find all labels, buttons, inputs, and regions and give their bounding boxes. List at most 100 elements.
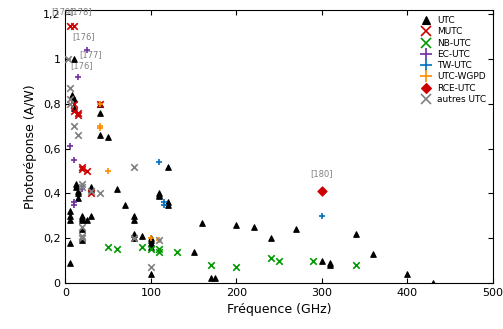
Point	[155, 238, 163, 243]
Point	[78, 182, 87, 187]
Text: [180]: [180]	[311, 169, 333, 178]
Point	[70, 157, 78, 163]
Point	[130, 213, 138, 218]
Point	[155, 193, 163, 198]
Point	[78, 236, 87, 241]
Point	[65, 218, 73, 223]
Point	[82, 218, 91, 223]
Point	[65, 144, 73, 149]
Point	[78, 218, 87, 223]
Text: [177]: [177]	[79, 50, 102, 59]
Point	[155, 191, 163, 196]
Point	[65, 86, 73, 91]
Point	[267, 236, 275, 241]
Point	[147, 240, 155, 245]
Point	[65, 97, 73, 102]
Point	[104, 168, 112, 174]
Point	[78, 164, 87, 169]
Point	[164, 164, 172, 169]
Point	[190, 249, 198, 254]
Point	[292, 227, 300, 232]
Point	[155, 160, 163, 165]
Point	[155, 238, 163, 243]
Text: [178]: [178]	[69, 8, 92, 16]
Point	[74, 195, 82, 200]
Point	[78, 236, 87, 241]
Point	[164, 200, 172, 205]
Point	[65, 209, 73, 214]
Point	[74, 110, 82, 115]
Point	[318, 258, 326, 263]
Point	[68, 92, 76, 98]
Point	[70, 108, 78, 113]
Point	[78, 166, 87, 171]
Text: [179]: [179]	[52, 8, 74, 16]
Point	[318, 189, 326, 194]
Point	[68, 94, 76, 100]
Point	[155, 249, 163, 254]
Point	[78, 186, 87, 191]
Point	[318, 213, 326, 218]
Point	[65, 213, 73, 218]
Point	[65, 23, 73, 28]
Point	[130, 236, 138, 241]
Point	[87, 186, 95, 191]
Point	[211, 276, 219, 281]
Point	[65, 260, 73, 266]
Point	[138, 244, 146, 250]
Point	[96, 101, 104, 107]
Point	[130, 218, 138, 223]
Point	[369, 251, 377, 257]
Point	[147, 265, 155, 270]
Point	[326, 263, 334, 268]
Point	[352, 231, 360, 236]
Point	[147, 271, 155, 277]
Point	[130, 164, 138, 169]
Point	[78, 233, 87, 239]
Point	[403, 271, 411, 277]
Point	[87, 189, 95, 194]
Point	[78, 227, 87, 232]
Point	[147, 236, 155, 241]
Point	[121, 202, 129, 207]
Point	[352, 263, 360, 268]
Point	[138, 233, 146, 239]
Point	[104, 244, 112, 250]
Point	[74, 113, 82, 118]
Point	[249, 224, 258, 230]
Point	[147, 247, 155, 252]
Point	[155, 192, 163, 197]
Point	[96, 126, 104, 131]
Legend: UTC, MUTC, NB-UTC, EC-UTC, TW-UTC, UTC-WGPD, RCE-UTC, autres UTC: UTC, MUTC, NB-UTC, EC-UTC, TW-UTC, UTC-W…	[415, 14, 488, 106]
Point	[70, 200, 78, 205]
Y-axis label: Photoréponse (A/W): Photoréponse (A/W)	[24, 84, 37, 209]
Point	[164, 202, 172, 207]
Point	[70, 202, 78, 207]
Point	[326, 260, 334, 266]
Point	[87, 213, 95, 218]
Point	[96, 110, 104, 115]
Point	[70, 23, 78, 28]
Point	[74, 189, 82, 194]
Point	[78, 213, 87, 218]
Point	[87, 184, 95, 189]
Point	[82, 47, 91, 53]
Point	[207, 276, 215, 281]
Point	[70, 106, 78, 111]
Point	[232, 265, 240, 270]
Point	[429, 280, 437, 286]
Point	[70, 101, 78, 107]
Point	[232, 222, 240, 227]
Point	[130, 231, 138, 236]
Point	[64, 57, 72, 62]
Point	[78, 238, 87, 243]
Point	[147, 238, 155, 243]
Point	[130, 236, 138, 241]
Point	[65, 101, 73, 107]
Point	[70, 57, 78, 62]
Point	[275, 258, 283, 263]
Point	[147, 244, 155, 250]
Point	[207, 263, 215, 268]
Point	[74, 191, 82, 196]
Point	[113, 186, 121, 191]
